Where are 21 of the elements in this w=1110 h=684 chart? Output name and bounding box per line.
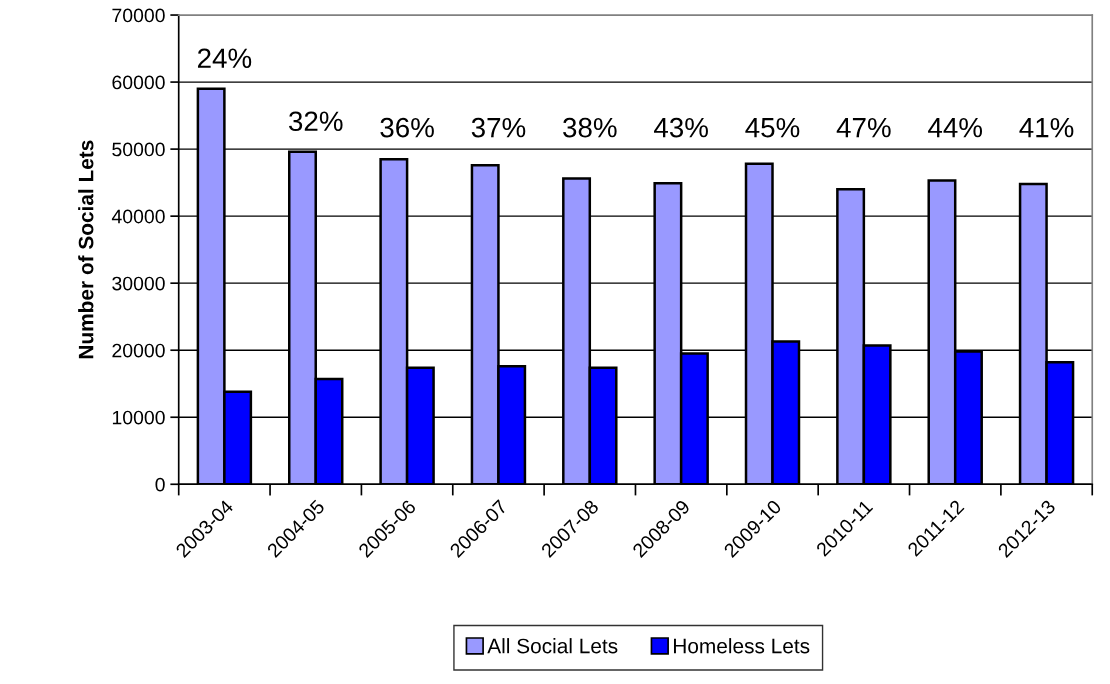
y-tick-label: 60000 <box>112 75 165 90</box>
y-tick-label: 70000 <box>112 8 165 23</box>
y-tick-label: 20000 <box>112 343 165 358</box>
legend-label: All Social Lets <box>487 638 618 654</box>
annotation: 32% <box>289 111 343 132</box>
y-tick-label: 10000 <box>112 410 165 425</box>
annotation: 36% <box>380 117 434 138</box>
annotation: 38% <box>563 117 617 138</box>
y-axis-title: Number of Social Lets <box>78 140 94 359</box>
legend-label: Homeless Lets <box>673 638 810 654</box>
annotation: 41% <box>1019 117 1074 138</box>
annotation: 44% <box>928 117 983 138</box>
annotation: 45% <box>745 117 800 138</box>
y-tick-label: 40000 <box>111 209 165 224</box>
y-tick-label: 0 <box>155 477 165 492</box>
annotation: 24% <box>197 48 252 68</box>
y-tick-label: 30000 <box>112 276 165 291</box>
annotation: 47% <box>836 117 891 138</box>
annotation: 43% <box>653 117 708 138</box>
annotation: 37% <box>471 117 526 138</box>
y-tick-label: 50000 <box>112 142 165 157</box>
